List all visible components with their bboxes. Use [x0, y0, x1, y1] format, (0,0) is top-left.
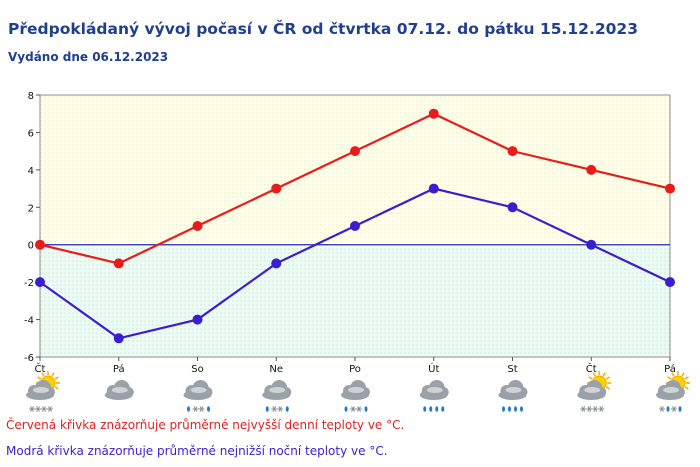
max-temperature-point: [586, 164, 597, 175]
min-temperature-point: [665, 277, 675, 288]
cloud-snow-rain-icon: [183, 380, 213, 412]
issued-date: Vydáno dne 06.12.2023: [8, 50, 169, 64]
y-tick-label: -6: [24, 353, 34, 364]
max-temperature-point: [665, 183, 675, 194]
min-temperature-point: [113, 333, 124, 344]
x-tick-label: Čt: [35, 362, 46, 375]
max-temperature-point: [192, 221, 203, 231]
x-tick-label: So: [191, 364, 203, 375]
sun-cloud-snow-icon: [577, 371, 612, 412]
x-tick-label: Ne: [269, 364, 283, 375]
min-temperature-point: [35, 277, 45, 288]
cloud-icon: [104, 380, 134, 400]
max-temperature-point: [113, 258, 124, 269]
x-tick-label: Čt: [586, 362, 597, 375]
min-temperature-point: [507, 202, 518, 213]
min-temperature-point: [271, 258, 282, 269]
x-tick-label: Út: [428, 362, 439, 375]
y-tick-label: -4: [24, 316, 34, 327]
cloud-rain-icon: [419, 380, 449, 412]
max-temperature-point: [350, 146, 360, 157]
x-tick-label: St: [507, 364, 517, 375]
max-temperature-point: [428, 108, 439, 119]
max-temperature-point: [35, 239, 45, 250]
y-tick-label: 6: [28, 128, 34, 139]
max-temperature-point: [507, 146, 518, 157]
min-temperature-point: [350, 221, 360, 231]
y-tick-label: 2: [28, 203, 34, 214]
min-temperature-note: Modrá křivka znázorňuje průměrné nejnižš…: [6, 444, 388, 458]
x-tick-label: Pá: [664, 363, 676, 375]
cloud-snow-rain-icon: [341, 380, 370, 412]
y-tick-label: 0: [28, 241, 34, 252]
x-tick-label: Pá: [113, 363, 125, 375]
sun-cloud-snow-rain-icon: [656, 371, 690, 412]
page-title: Předpokládaný vývoj počasí v ČR od čtvrt…: [8, 20, 638, 38]
plot-background-cold: [40, 244, 670, 357]
cloud-snow-rain-icon: [262, 380, 292, 412]
plot-background-warm: [40, 95, 670, 245]
cloud-rain-icon: [498, 380, 528, 412]
y-tick-label: 4: [28, 166, 34, 177]
min-temperature-point: [586, 239, 597, 250]
x-tick-label: Po: [349, 364, 361, 375]
max-temperature-note: Červená křivka znázorňuje průměrné nejvy…: [6, 418, 405, 432]
y-tick-label: -2: [24, 278, 34, 289]
min-temperature-point: [428, 183, 439, 194]
y-tick-label: 8: [28, 91, 34, 102]
max-temperature-point: [271, 183, 282, 194]
sun-cloud-snow-icon: [26, 371, 60, 412]
min-temperature-point: [192, 314, 203, 325]
